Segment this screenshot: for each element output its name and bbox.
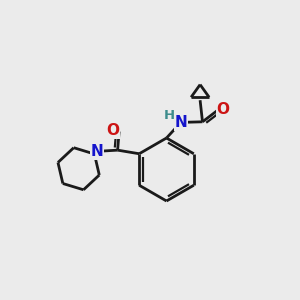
Text: N: N	[91, 144, 103, 159]
Text: O: O	[106, 123, 119, 138]
Text: N: N	[175, 115, 187, 130]
Text: H: H	[164, 109, 175, 122]
Text: O: O	[216, 102, 230, 117]
